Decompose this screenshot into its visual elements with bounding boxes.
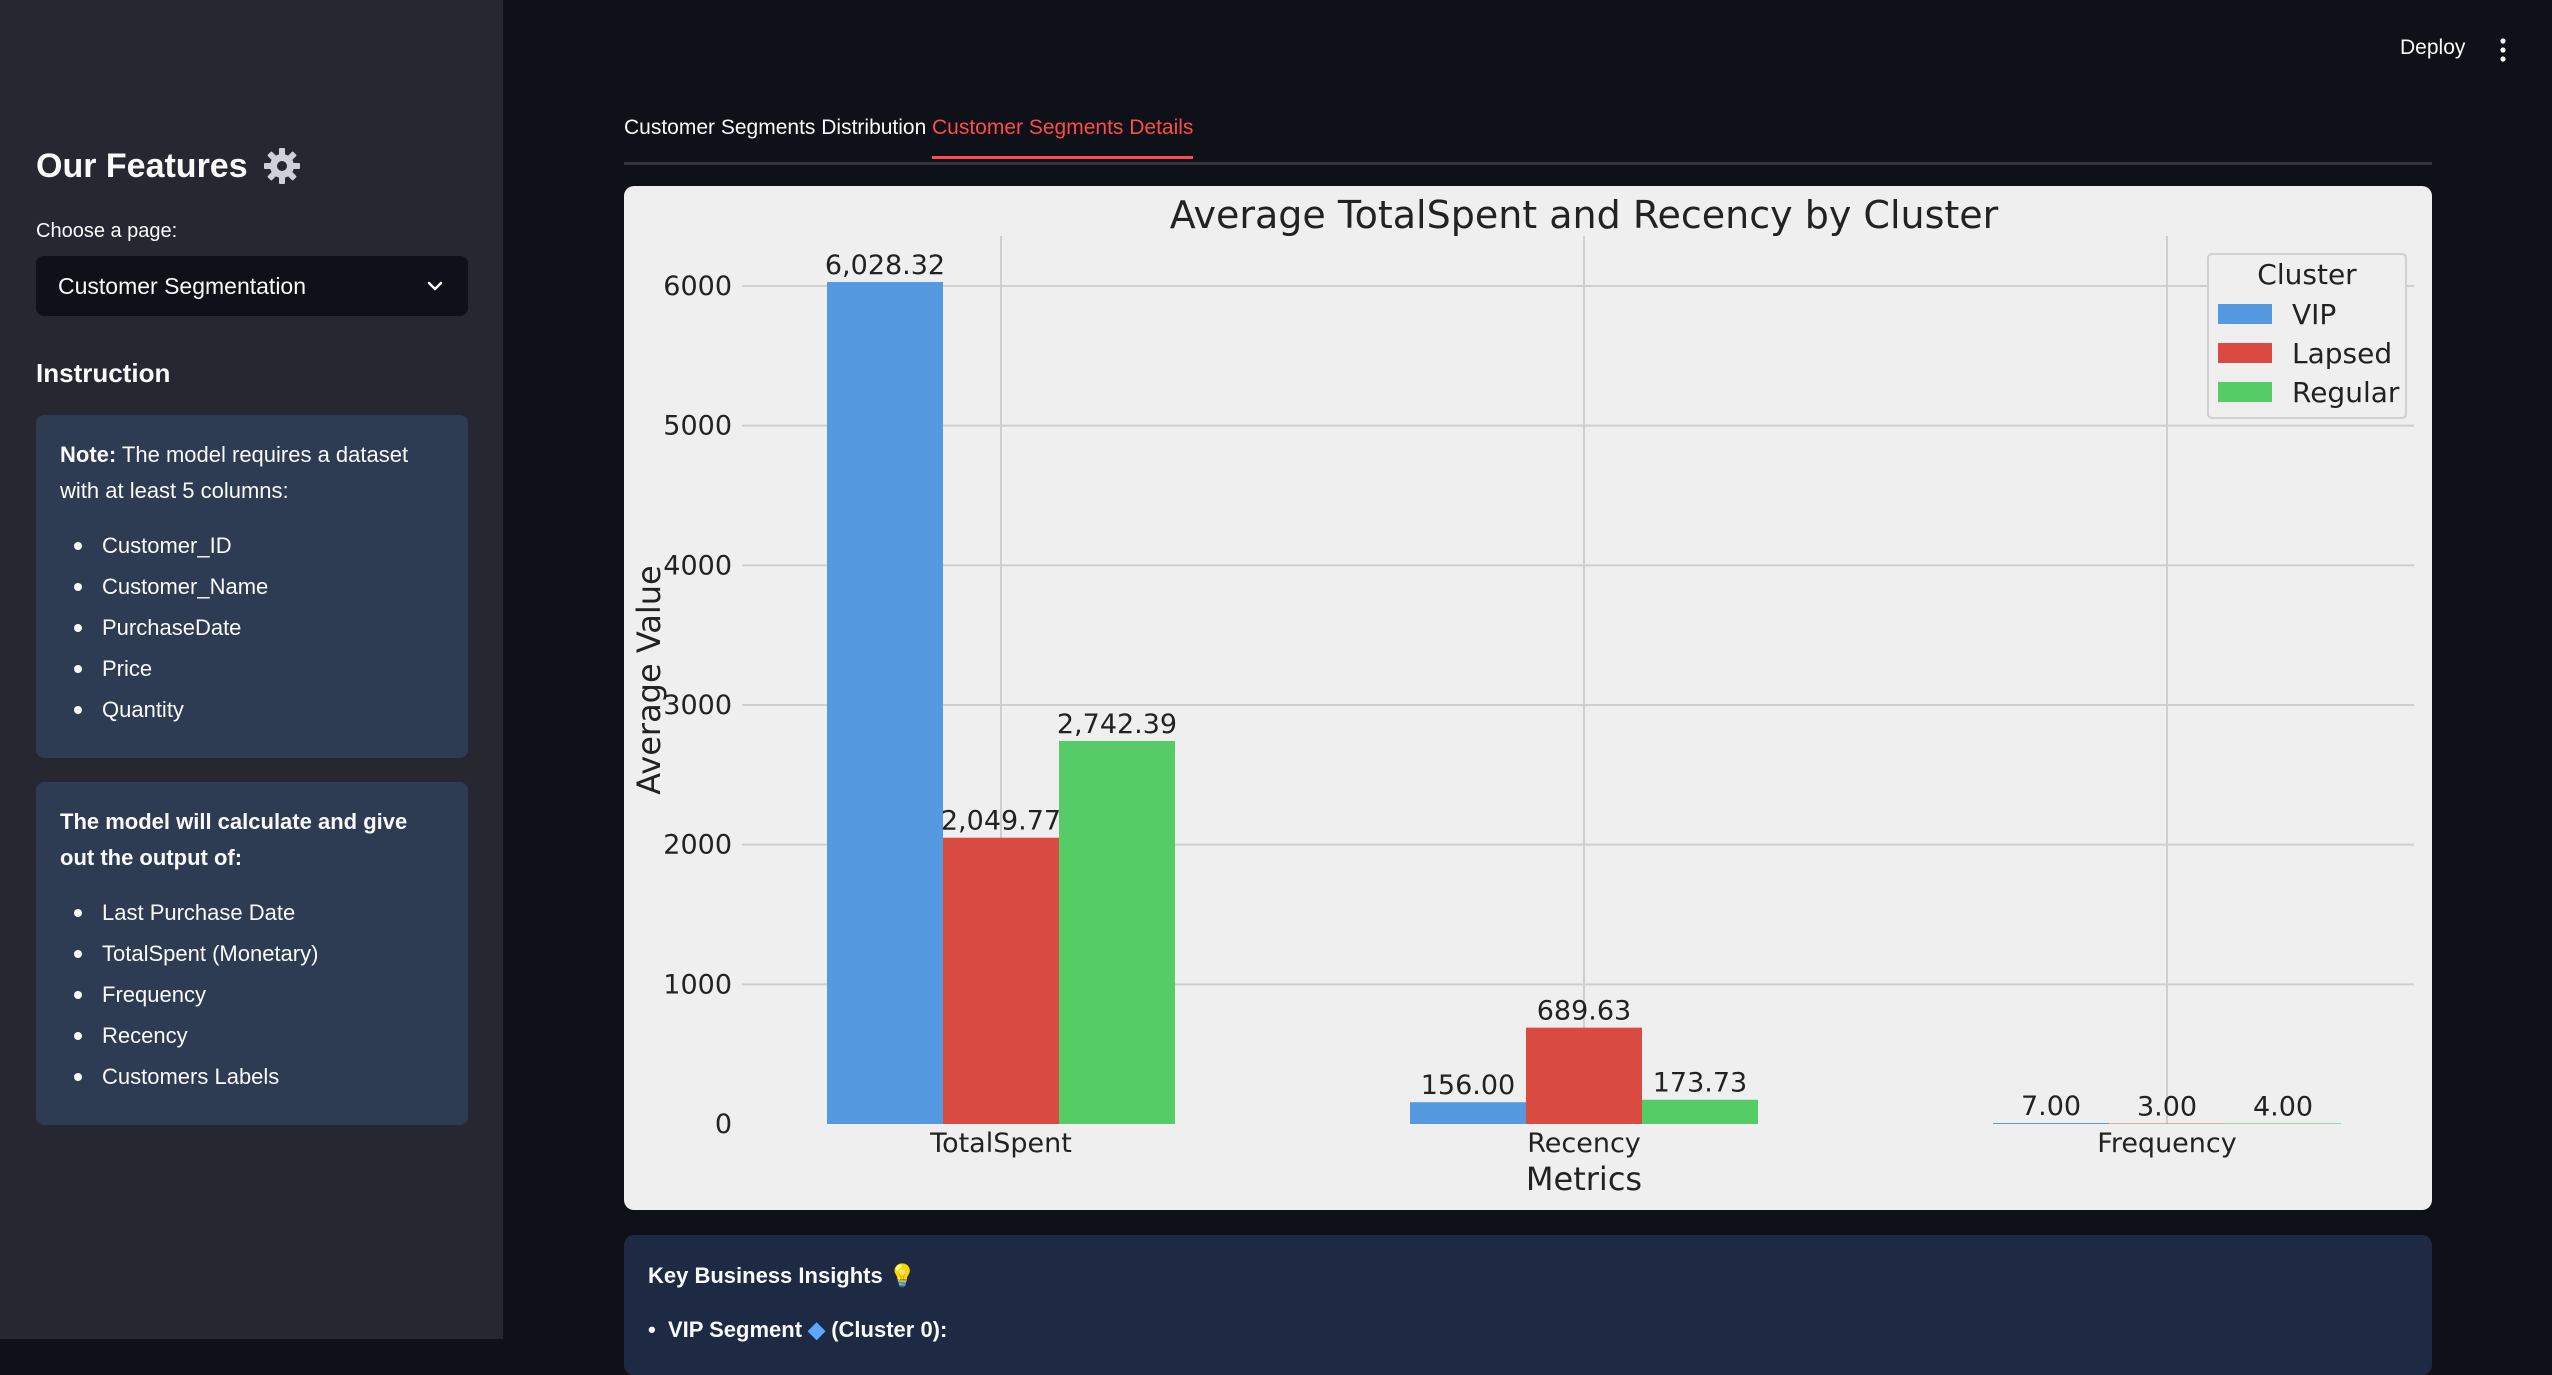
list-item: TotalSpent (Monetary): [78, 933, 444, 974]
chart-card: 0 1000 2000 3000 4000 5000 6000 6,028.32 156.00 7…: [624, 186, 2432, 1210]
legend-swatch-vip: [2218, 304, 2272, 324]
tab-bar: Customer Segments Distribution Customer …: [624, 110, 2432, 165]
deploy-button[interactable]: Deploy: [2400, 36, 2465, 60]
outputs-list: Last Purchase Date TotalSpent (Monetary)…: [60, 892, 444, 1097]
list-item: Price: [78, 648, 444, 689]
instruction-heading: Instruction: [36, 358, 170, 389]
vip-segment-suffix: (Cluster 0):: [831, 1317, 947, 1342]
output-heading: The model will calculate and give out th…: [60, 804, 444, 876]
insights-title: Key Business Insights 💡: [648, 1263, 916, 1289]
y-tick-label: 1000: [663, 969, 732, 1000]
bar-regular: [1059, 741, 1175, 1124]
data-label: 173.73: [1653, 1068, 1747, 1099]
legend-title: Cluster: [2257, 258, 2357, 291]
x-tick-label: Recency: [1527, 1128, 1641, 1159]
legend-label: Regular: [2292, 376, 2400, 409]
data-label: 6,028.32: [825, 250, 945, 281]
x-axis-label: Metrics: [1526, 1160, 1642, 1198]
lightbulb-icon: 💡: [889, 1263, 916, 1288]
x-tick-label: TotalSpent: [929, 1128, 1072, 1159]
list-item: Customer_Name: [78, 566, 444, 607]
required-columns-list: Customer_ID Customer_Name PurchaseDate P…: [60, 525, 444, 730]
x-tick-label: Frequency: [2097, 1128, 2237, 1159]
y-tick-label: 5000: [663, 411, 732, 442]
legend-swatch-lapsed: [2218, 343, 2272, 363]
list-item: Recency: [78, 1015, 444, 1056]
data-label: 689.63: [1537, 996, 1631, 1027]
bullet: •: [648, 1317, 668, 1342]
vip-segment-label: VIP Segment: [668, 1317, 802, 1342]
bar-vip: [827, 282, 943, 1124]
y-tick-label: 3000: [663, 690, 732, 721]
sidebar-title-text: Our Features: [36, 147, 248, 186]
data-label: 2,049.77: [941, 806, 1061, 837]
insights-panel: Key Business Insights 💡 • VIP Segment ◆ …: [624, 1235, 2432, 1375]
tab-segments-details[interactable]: Customer Segments Details: [932, 116, 1193, 159]
more-menu-icon[interactable]: [2496, 36, 2510, 64]
y-tick-label: 6000: [663, 271, 732, 302]
insights-item-vip: • VIP Segment ◆ (Cluster 0):: [648, 1317, 947, 1343]
legend-label: VIP: [2292, 298, 2336, 331]
sidebar-title: Our Features: [36, 146, 302, 186]
chart-title: Average TotalSpent and Recency by Cluste…: [1170, 193, 1999, 237]
sidebar: Our Features Choose a page: Customer Seg…: [0, 0, 503, 1339]
legend-swatch-regular: [2218, 382, 2272, 402]
page-select-value: Customer Segmentation: [58, 273, 306, 300]
list-item: Customers Labels: [78, 1056, 444, 1097]
data-label: 2,742.39: [1057, 709, 1177, 740]
output-box: The model will calculate and give out th…: [36, 782, 468, 1125]
list-item: Last Purchase Date: [78, 892, 444, 933]
bar-vip: [1410, 1102, 1526, 1124]
data-label: 4.00: [2253, 1091, 2313, 1122]
data-label: 156.00: [1421, 1070, 1515, 1101]
page-select-label: Choose a page:: [36, 220, 177, 243]
y-tick-label: 2000: [663, 830, 732, 861]
data-label: 3.00: [2137, 1092, 2197, 1123]
tab-segments-distribution[interactable]: Customer Segments Distribution: [624, 116, 926, 156]
insights-title-text: Key Business Insights: [648, 1263, 883, 1288]
list-item: Customer_ID: [78, 525, 444, 566]
bar-regular: [2225, 1123, 2341, 1124]
list-item: PurchaseDate: [78, 607, 444, 648]
bar-regular: [1642, 1100, 1758, 1124]
note-label: Note:: [60, 442, 116, 467]
note-box: Note: The model requires a dataset with …: [36, 415, 468, 758]
y-axis-label: Average Value: [630, 565, 668, 794]
bar-lapsed: [1526, 1028, 1642, 1124]
note-text: Note: The model requires a dataset with …: [60, 437, 444, 509]
list-item: Quantity: [78, 689, 444, 730]
bar-vip: [1993, 1123, 2109, 1124]
bar-lapsed: [943, 838, 1059, 1124]
page-select[interactable]: Customer Segmentation: [36, 256, 468, 316]
gem-icon: ◆: [808, 1317, 825, 1342]
data-label: 7.00: [2021, 1091, 2081, 1122]
y-tick-label: 0: [715, 1109, 732, 1140]
legend-label: Lapsed: [2292, 337, 2392, 370]
y-tick-label: 4000: [663, 550, 732, 581]
gear-icon: [262, 146, 302, 186]
list-item: Frequency: [78, 974, 444, 1015]
bar-chart: 0 1000 2000 3000 4000 5000 6000 6,028.32 156.00 7…: [624, 186, 2432, 1210]
output-heading-text: The model will calculate and give out th…: [60, 809, 407, 870]
chevron-down-icon: [424, 275, 446, 297]
